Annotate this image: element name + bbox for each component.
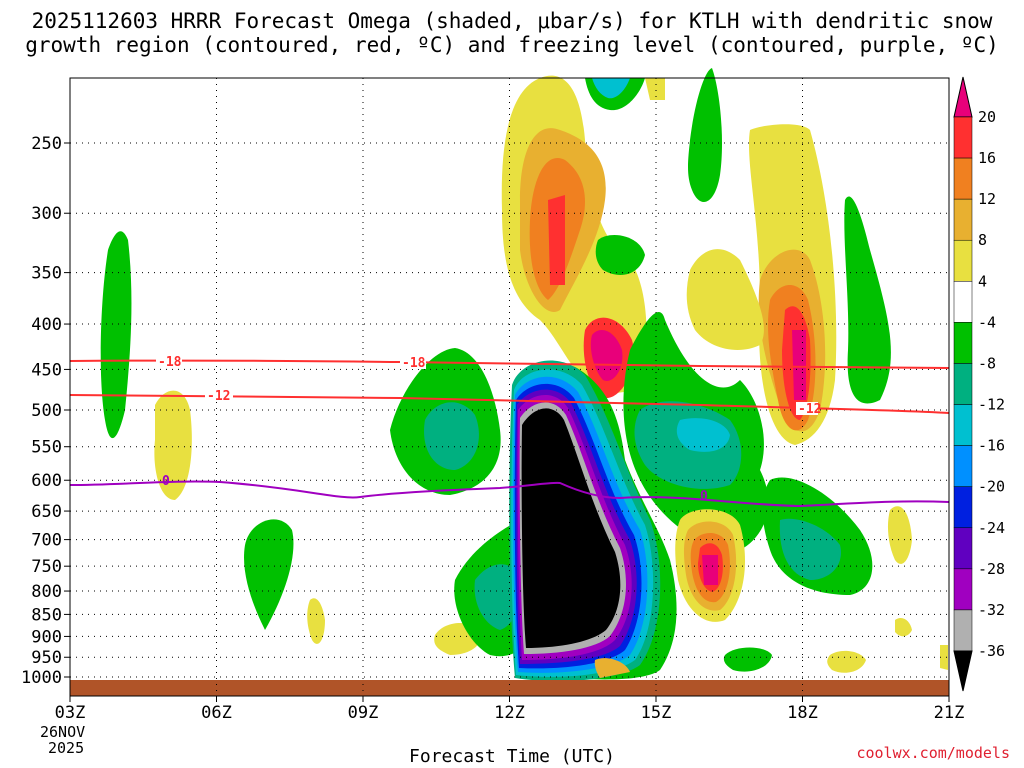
y-tick-label: 600 bbox=[31, 471, 62, 491]
y-tick-label: 300 bbox=[31, 204, 62, 224]
omega-shading bbox=[100, 68, 948, 682]
y-tick-label: 700 bbox=[31, 531, 62, 551]
y-tick-label: 1000 bbox=[21, 668, 62, 688]
y-tick-label: 400 bbox=[31, 315, 62, 335]
colorbar-swatch bbox=[953, 609, 973, 652]
colorbar-swatch bbox=[953, 404, 973, 446]
colorbar-label: -24 bbox=[978, 519, 1005, 537]
ground-strip bbox=[70, 680, 949, 696]
y-tick-label: 850 bbox=[31, 605, 62, 625]
contour-label: 0 bbox=[162, 474, 170, 489]
colorbar-label: -28 bbox=[978, 560, 1005, 578]
colorbar-label: -20 bbox=[978, 478, 1005, 496]
y-tick-label: 350 bbox=[31, 264, 62, 284]
contour-label: -18 bbox=[402, 356, 426, 371]
chart-title-line2: growth region (contoured, red, ºC) and f… bbox=[25, 33, 999, 57]
y-tick-label: 500 bbox=[31, 401, 62, 421]
credit-text: coolwx.com/models bbox=[856, 744, 1010, 762]
colorbar-label: 20 bbox=[978, 108, 996, 126]
date-day: 26NOV bbox=[40, 723, 86, 741]
colorbar-swatch bbox=[953, 363, 973, 405]
colorbar-arrow-bottom bbox=[953, 650, 973, 692]
colorbar-swatch bbox=[953, 568, 973, 611]
colorbar-label: 16 bbox=[978, 149, 996, 167]
colorbar-swatch bbox=[953, 239, 973, 282]
pressure-axis: 2503003504004505005506006507007508008509… bbox=[21, 134, 70, 688]
y-tick-label: 900 bbox=[31, 627, 62, 647]
x-tick-label: 06Z bbox=[201, 703, 232, 723]
colorbar-swatch bbox=[953, 486, 973, 529]
colorbar-label: 8 bbox=[978, 231, 987, 249]
y-tick-label: 650 bbox=[31, 502, 62, 522]
contour-label: -12 bbox=[798, 402, 821, 417]
colorbar-label: 12 bbox=[978, 190, 996, 208]
contour-minus12 bbox=[69, 394, 950, 414]
colorbar-swatch bbox=[953, 322, 973, 364]
y-tick-label: 750 bbox=[31, 557, 62, 577]
colorbar-label: -36 bbox=[978, 642, 1005, 660]
colorbar-label: -12 bbox=[978, 396, 1005, 414]
colorbar-swatch bbox=[953, 527, 973, 570]
date-year: 2025 bbox=[48, 739, 85, 757]
colorbar-label: -4 bbox=[978, 313, 996, 331]
y-tick-label: 450 bbox=[31, 360, 62, 380]
contour-labels: -18 -18 -12 -12 0 0 bbox=[156, 355, 821, 504]
x-tick-label: 21Z bbox=[934, 703, 965, 723]
x-tick-label: 09Z bbox=[348, 703, 379, 723]
x-tick-label: 15Z bbox=[641, 703, 672, 723]
x-tick-label: 12Z bbox=[494, 703, 525, 723]
x-tick-label: 18Z bbox=[787, 703, 818, 723]
colorbar-label: 4 bbox=[978, 272, 987, 290]
colorbar-arrow-top bbox=[953, 76, 973, 118]
colorbar-label: -8 bbox=[978, 354, 996, 372]
colorbar-swatch bbox=[953, 445, 973, 487]
contours bbox=[69, 359, 950, 508]
colorbar-label: -32 bbox=[978, 601, 1005, 619]
colorbar-label: -16 bbox=[978, 437, 1005, 455]
contour-label: 0 bbox=[700, 489, 708, 504]
time-axis: 03Z 06Z 09Z 12Z 15Z 18Z 21Z bbox=[55, 696, 965, 723]
y-tick-label: 950 bbox=[31, 648, 62, 668]
y-tick-label: 800 bbox=[31, 582, 62, 602]
chart-title-line1: 2025112603 HRRR Forecast Omega (shaded, … bbox=[31, 9, 993, 33]
x-axis-label: Forecast Time (UTC) bbox=[409, 746, 615, 767]
contour-minus18 bbox=[69, 359, 950, 369]
colorbar-swatch bbox=[953, 198, 973, 241]
colorbar-swatch bbox=[953, 281, 973, 323]
y-tick-label: 550 bbox=[31, 438, 62, 458]
x-tick-label: 03Z bbox=[55, 703, 86, 723]
contour-0 bbox=[69, 480, 950, 508]
colorbar-swatch bbox=[953, 157, 973, 200]
contour-label: -18 bbox=[158, 355, 182, 370]
y-tick-label: 250 bbox=[31, 134, 62, 154]
colorbar: 20 16 12 8 4 -4 -8 -12 -16 -20 -24 -28 -32 -36 bbox=[953, 76, 1005, 692]
colorbar-swatch bbox=[953, 116, 973, 159]
contour-label: -12 bbox=[207, 389, 230, 404]
